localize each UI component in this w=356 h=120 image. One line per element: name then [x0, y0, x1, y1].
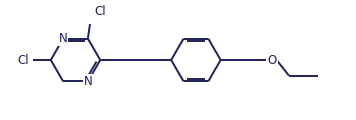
Text: Cl: Cl: [17, 54, 29, 66]
Text: N: N: [59, 32, 68, 45]
Text: O: O: [267, 54, 277, 66]
Text: Cl: Cl: [94, 5, 106, 18]
Text: N: N: [84, 75, 92, 88]
